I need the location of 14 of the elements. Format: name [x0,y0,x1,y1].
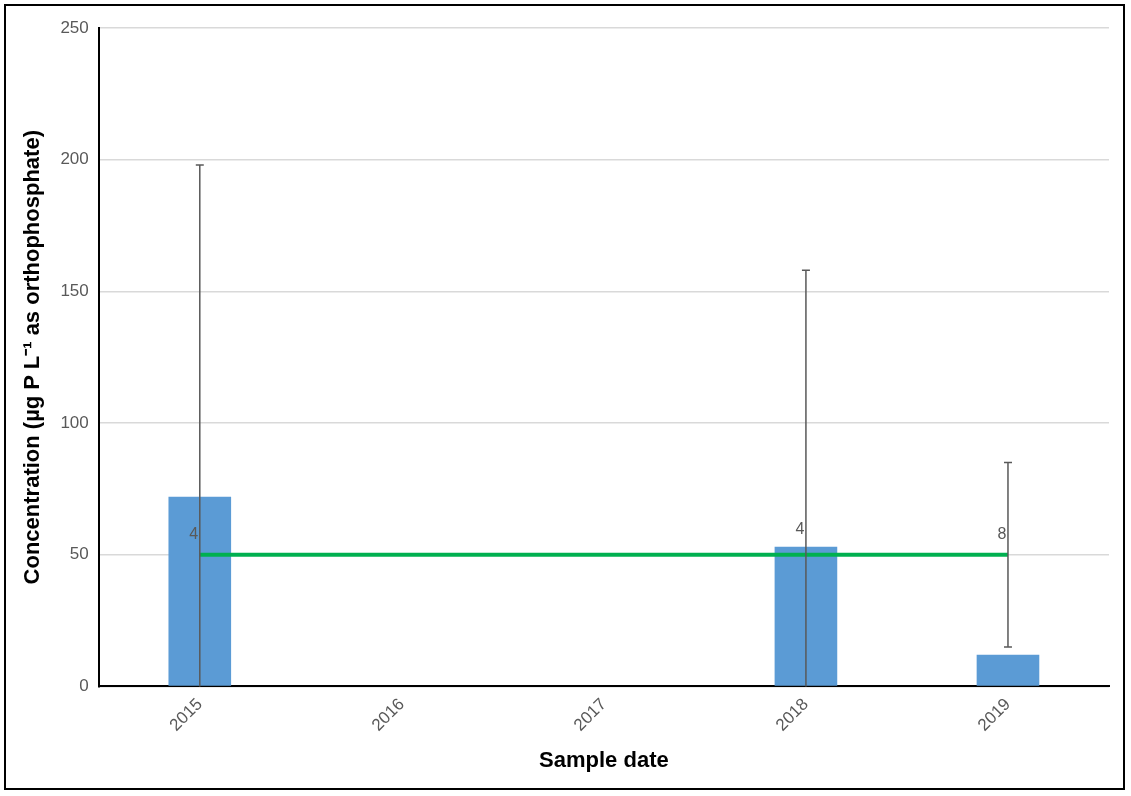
y-tick-label: 200 [60,149,89,169]
annotation: 8 [997,524,1007,542]
bar [774,546,838,686]
y-tick-label: 0 [79,676,89,696]
y-tick-label: 50 [69,544,89,564]
y-axis-title: Concentration (µg P L⁻¹ as orthophosphate) [19,130,45,585]
y-tick-label: 100 [60,412,89,432]
bar [168,496,232,686]
x-axis-title: Sample date [539,746,669,772]
annotation: 4 [189,524,199,542]
y-tick-label: 150 [60,281,89,301]
y-tick-label: 250 [60,17,89,37]
bar [976,654,1040,686]
annotation: 4 [795,519,805,537]
